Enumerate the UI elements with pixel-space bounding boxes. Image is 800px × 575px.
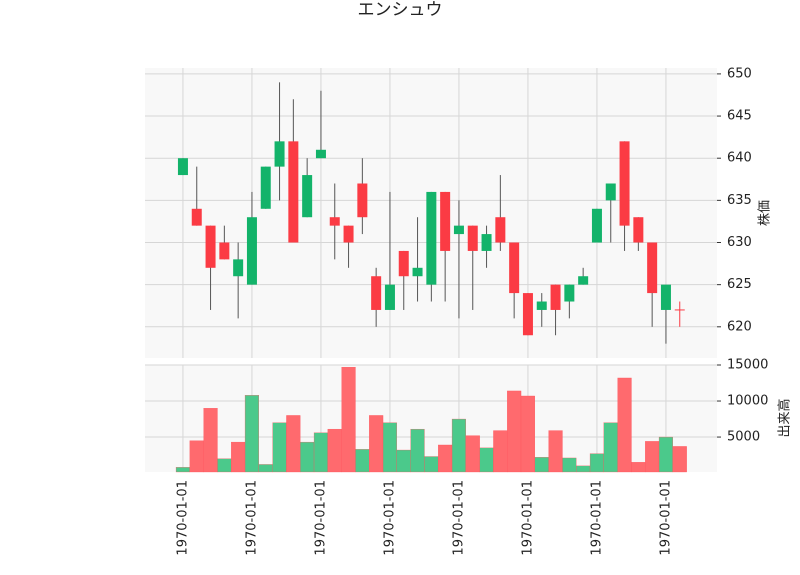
candle-body bbox=[274, 141, 285, 167]
candle-body bbox=[647, 242, 658, 294]
candle-body bbox=[315, 149, 326, 159]
x-tick-label: 1970-01-01 bbox=[520, 480, 535, 556]
volume-bar bbox=[369, 415, 384, 473]
candle-body bbox=[371, 276, 382, 310]
y-tick-label: 625 bbox=[727, 277, 752, 292]
candle-body bbox=[591, 208, 602, 243]
volume-axis-label: 出来高 bbox=[777, 398, 793, 437]
x-tick-label: 1970-01-01 bbox=[244, 480, 259, 556]
candle-body bbox=[191, 208, 202, 226]
volume-bar bbox=[286, 415, 301, 473]
volume-bar bbox=[231, 441, 246, 473]
x-tick-label: 1970-01-01 bbox=[658, 480, 673, 556]
chart-title: エンシュウ bbox=[358, 0, 443, 20]
volume-bar bbox=[507, 390, 522, 473]
candle-body bbox=[177, 158, 188, 176]
y-tick-label: 630 bbox=[727, 235, 752, 250]
x-tick-label: 1970-01-01 bbox=[313, 480, 328, 556]
candle-body bbox=[288, 141, 299, 243]
volume-bar bbox=[520, 395, 535, 473]
x-tick-label: 1970-01-01 bbox=[175, 480, 190, 556]
y-tick-label: 640 bbox=[727, 151, 752, 166]
candle-body bbox=[564, 284, 575, 302]
y-tick-label: 650 bbox=[727, 66, 752, 81]
candle-body bbox=[233, 259, 244, 277]
volume-bar bbox=[396, 449, 411, 473]
candle-body bbox=[384, 284, 395, 310]
candle-body bbox=[343, 225, 354, 243]
volume-bar bbox=[382, 422, 397, 473]
volume-bar bbox=[465, 435, 480, 473]
volume-bar bbox=[203, 408, 218, 473]
volume-bar bbox=[355, 449, 370, 473]
volume-bar bbox=[617, 377, 632, 473]
volume-bar bbox=[410, 428, 425, 473]
candle-body bbox=[578, 276, 589, 285]
volume-bar bbox=[451, 418, 466, 473]
candle-body bbox=[426, 191, 437, 285]
candle-body bbox=[481, 234, 492, 251]
volume-bar bbox=[189, 440, 204, 473]
volume-bar bbox=[631, 462, 646, 473]
candle-body bbox=[219, 242, 230, 260]
x-tick-label: 1970-01-01 bbox=[589, 480, 604, 556]
volume-bar bbox=[424, 456, 439, 473]
volume-bar bbox=[603, 422, 618, 473]
volume-bar bbox=[589, 453, 604, 473]
candle-body bbox=[660, 284, 671, 310]
volume-bar bbox=[479, 447, 494, 473]
candle-body bbox=[509, 242, 520, 294]
candle-body bbox=[357, 183, 368, 218]
candle-body bbox=[536, 301, 547, 310]
volume-bar bbox=[493, 430, 508, 473]
y-axis-label: 株価 bbox=[758, 200, 773, 226]
candle-body bbox=[260, 166, 271, 209]
volume-bar bbox=[272, 422, 287, 473]
candle-body bbox=[246, 217, 257, 285]
candle-body bbox=[440, 191, 451, 251]
volume-bar bbox=[341, 367, 356, 473]
candle-body bbox=[495, 217, 506, 243]
y-tick-label: 645 bbox=[727, 109, 752, 124]
volume-bar bbox=[576, 465, 591, 473]
y-tick-label: 620 bbox=[727, 319, 752, 334]
candle-body bbox=[453, 225, 464, 235]
volume-bar bbox=[300, 441, 315, 473]
volume-bar bbox=[217, 458, 232, 473]
volume-bar bbox=[327, 428, 342, 473]
candle-body bbox=[550, 284, 561, 310]
candle-body bbox=[633, 217, 644, 243]
volume-bar bbox=[258, 464, 273, 473]
y-tick-label: 5000 bbox=[727, 430, 760, 445]
volume-bar bbox=[672, 446, 687, 473]
y-tick-label: 15000 bbox=[727, 358, 768, 373]
volume-bar bbox=[313, 432, 328, 473]
volume-bar bbox=[658, 436, 673, 473]
volume-bar bbox=[244, 395, 260, 473]
candle-body bbox=[522, 293, 533, 336]
volume-bar bbox=[438, 444, 453, 473]
candle-body bbox=[205, 225, 216, 268]
candle-body bbox=[674, 309, 685, 311]
candle-body bbox=[398, 250, 409, 277]
volume-bar bbox=[175, 467, 191, 473]
candle-body bbox=[619, 141, 630, 226]
x-tick-label: 1970-01-01 bbox=[382, 480, 397, 556]
volume-bar bbox=[562, 457, 577, 473]
volume-bar bbox=[534, 457, 549, 473]
candle-body bbox=[302, 175, 313, 218]
candle-body bbox=[412, 267, 423, 277]
volume-bar bbox=[645, 441, 660, 473]
x-tick-label: 1970-01-01 bbox=[451, 480, 466, 556]
y-tick-label: 635 bbox=[727, 193, 752, 208]
volume-bar bbox=[548, 430, 563, 473]
candle-body bbox=[329, 217, 340, 226]
y-tick-label: 10000 bbox=[727, 394, 768, 409]
candle-body bbox=[605, 183, 616, 201]
candle-body bbox=[467, 225, 478, 251]
